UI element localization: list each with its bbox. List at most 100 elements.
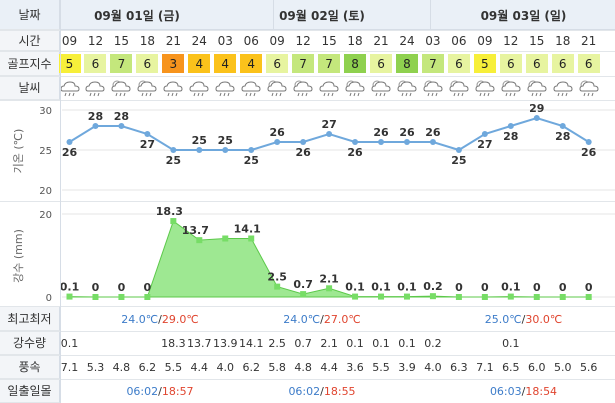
precip-point <box>352 293 359 300</box>
sun-day-2: 06:02/18:55 <box>288 384 356 398</box>
wind-cell: 5.0 <box>553 360 572 374</box>
row-divider <box>0 379 615 380</box>
precip-data-label: 0 <box>144 281 152 294</box>
y-tick-label: 0 <box>46 293 52 304</box>
golf-index-cell: 6 <box>499 54 522 73</box>
temp-point <box>92 123 99 129</box>
precip-point <box>559 294 566 300</box>
row-divider <box>0 355 615 356</box>
precip-cell: 13.7 <box>187 336 212 350</box>
day-header-3: 09월 03일 (일) <box>480 8 567 23</box>
rain-cloud-icon <box>59 78 81 98</box>
temp-data-label: 26 <box>62 146 78 159</box>
time-cell: 15 <box>113 33 130 48</box>
partly-cloudy-rain-icon <box>422 78 444 98</box>
temp-data-label: 25 <box>166 154 181 167</box>
sun-day-1: 06:02/18:57 <box>126 384 194 398</box>
temp-point <box>378 139 385 145</box>
precip-data-label: 0.1 <box>371 281 391 294</box>
wind-cell: 4.4 <box>320 360 338 374</box>
temp-data-label: 25 <box>218 134 233 147</box>
precip-label: 강수량 <box>0 331 60 355</box>
golf-index-cell: 7 <box>110 54 133 73</box>
temp-data-label: 28 <box>555 130 570 143</box>
temp-point <box>507 123 514 129</box>
rain-cloud-icon <box>318 78 340 98</box>
golf-index-cell: 8 <box>344 54 367 73</box>
min-temp: 24.0℃ <box>121 312 159 326</box>
wind-cell: 6.3 <box>450 360 468 374</box>
minmax-day-3: 25.0℃/30.0℃ <box>484 312 563 326</box>
wind-cell: 5.6 <box>579 360 598 374</box>
temp-data-label: 26 <box>270 126 286 139</box>
precip-point <box>196 237 203 244</box>
sunset: 18:55 <box>323 384 356 398</box>
golf-index-cell: 6 <box>266 54 289 73</box>
precip-point <box>300 291 307 298</box>
min-temp: 24.0℃ <box>283 312 321 326</box>
precip-point <box>481 294 488 300</box>
precip-data-label: 0.1 <box>501 281 521 294</box>
precip-data-label: 2.5 <box>267 271 287 284</box>
precip-point <box>144 294 151 300</box>
sunrise: 06:03 <box>489 384 522 398</box>
temp-point <box>481 131 488 137</box>
temp-point <box>300 139 307 145</box>
precip-point <box>507 293 514 300</box>
sun-day-3: 06:03/18:54 <box>489 384 558 398</box>
wind-label: 풍속 <box>0 355 60 379</box>
precip-data-label: 0 <box>118 281 126 294</box>
precip-data-label: 0.1 <box>60 281 80 294</box>
golf-index-cell: 8 <box>395 54 418 73</box>
precip-data-label: 0.1 <box>397 281 417 294</box>
time-cell: 12 <box>295 33 311 48</box>
temp-point <box>455 147 462 153</box>
time-cell: 24 <box>399 33 415 48</box>
precip-cell <box>524 331 550 355</box>
precip-point <box>533 294 540 300</box>
temp-data-label: 26 <box>347 146 363 159</box>
row-divider <box>0 76 615 77</box>
rain-cloud-icon <box>84 78 106 98</box>
sunset: 18:57 <box>161 384 194 398</box>
partly-cloudy-rain-icon <box>136 78 158 98</box>
sunset: 18:54 <box>525 384 558 398</box>
precip-cell <box>446 331 472 355</box>
time-cell: 21 <box>581 33 597 48</box>
time-cell: 24 <box>191 33 207 48</box>
weather-label: 날씨 <box>0 76 60 100</box>
precip-point <box>378 293 385 300</box>
temp-data-label: 25 <box>451 154 466 167</box>
temp-data-label: 28 <box>503 130 518 143</box>
golf-index-cell: 6 <box>370 54 393 73</box>
golf-index-cell: 6 <box>551 54 574 73</box>
row-divider <box>0 100 615 101</box>
precip-cell <box>550 331 576 355</box>
partly-cloudy-rain-icon <box>526 78 548 98</box>
precip-data-label: 0 <box>559 281 567 294</box>
time-cell: 09 <box>269 33 285 48</box>
precip-data-label: 0 <box>92 281 100 294</box>
temp-point <box>66 139 73 145</box>
precip-cell: 2.5 <box>268 336 286 350</box>
minmax-day-2: 24.0℃/27.0℃ <box>283 312 361 326</box>
precip-data-label: 14.1 <box>234 222 261 235</box>
temp-data-label: 27 <box>477 138 492 151</box>
temp-point <box>559 123 566 129</box>
day-header-1: 09월 01일 (금) <box>94 8 180 23</box>
temp-point <box>585 139 592 145</box>
wind-cell: 3.6 <box>346 360 364 374</box>
partly-cloudy-rain-icon <box>292 78 314 98</box>
y-tick-label: 20 <box>39 210 52 221</box>
time-cell: 18 <box>555 33 571 48</box>
precip-point <box>274 283 281 290</box>
time-cell: 18 <box>139 33 156 48</box>
wind-cell: 6.0 <box>528 360 546 374</box>
wind-cell: 4.8 <box>294 360 312 374</box>
precip-cell: 0.2 <box>424 336 442 350</box>
precip-cell: 0.1 <box>372 336 390 350</box>
temp-point <box>403 139 410 145</box>
temp-data-label: 25 <box>244 154 259 167</box>
golf-index-cell: 3 <box>162 54 185 73</box>
